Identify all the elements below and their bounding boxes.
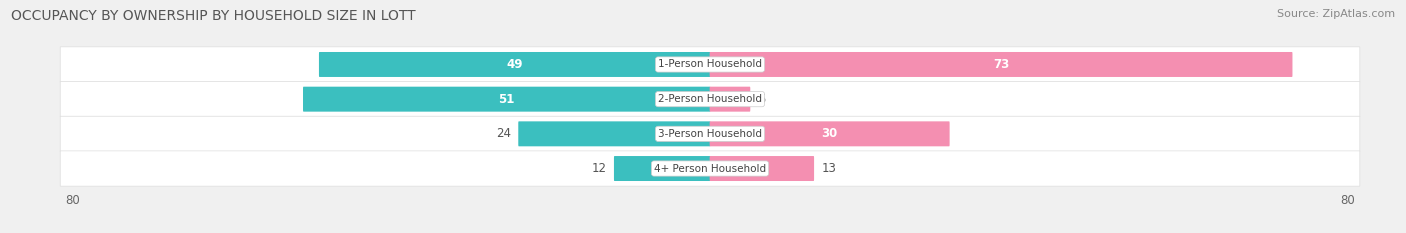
Text: 5: 5 (758, 93, 765, 106)
FancyBboxPatch shape (614, 156, 710, 181)
Text: OCCUPANCY BY OWNERSHIP BY HOUSEHOLD SIZE IN LOTT: OCCUPANCY BY OWNERSHIP BY HOUSEHOLD SIZE… (11, 9, 416, 23)
FancyBboxPatch shape (710, 156, 814, 181)
Text: 49: 49 (506, 58, 523, 71)
Text: 1-Person Household: 1-Person Household (658, 59, 762, 69)
FancyBboxPatch shape (60, 47, 1360, 82)
FancyBboxPatch shape (319, 52, 710, 77)
FancyBboxPatch shape (519, 121, 710, 146)
Text: 4+ Person Household: 4+ Person Household (654, 164, 766, 174)
Text: 24: 24 (496, 127, 510, 140)
Text: 3-Person Household: 3-Person Household (658, 129, 762, 139)
FancyBboxPatch shape (304, 87, 710, 112)
FancyBboxPatch shape (710, 121, 949, 146)
FancyBboxPatch shape (710, 87, 751, 112)
FancyBboxPatch shape (710, 52, 1292, 77)
Text: Source: ZipAtlas.com: Source: ZipAtlas.com (1277, 9, 1395, 19)
Text: 12: 12 (592, 162, 606, 175)
FancyBboxPatch shape (60, 116, 1360, 151)
Text: 13: 13 (821, 162, 837, 175)
FancyBboxPatch shape (60, 151, 1360, 186)
Text: 30: 30 (821, 127, 838, 140)
FancyBboxPatch shape (60, 82, 1360, 117)
Text: 51: 51 (499, 93, 515, 106)
Text: 73: 73 (993, 58, 1010, 71)
Text: 2-Person Household: 2-Person Household (658, 94, 762, 104)
